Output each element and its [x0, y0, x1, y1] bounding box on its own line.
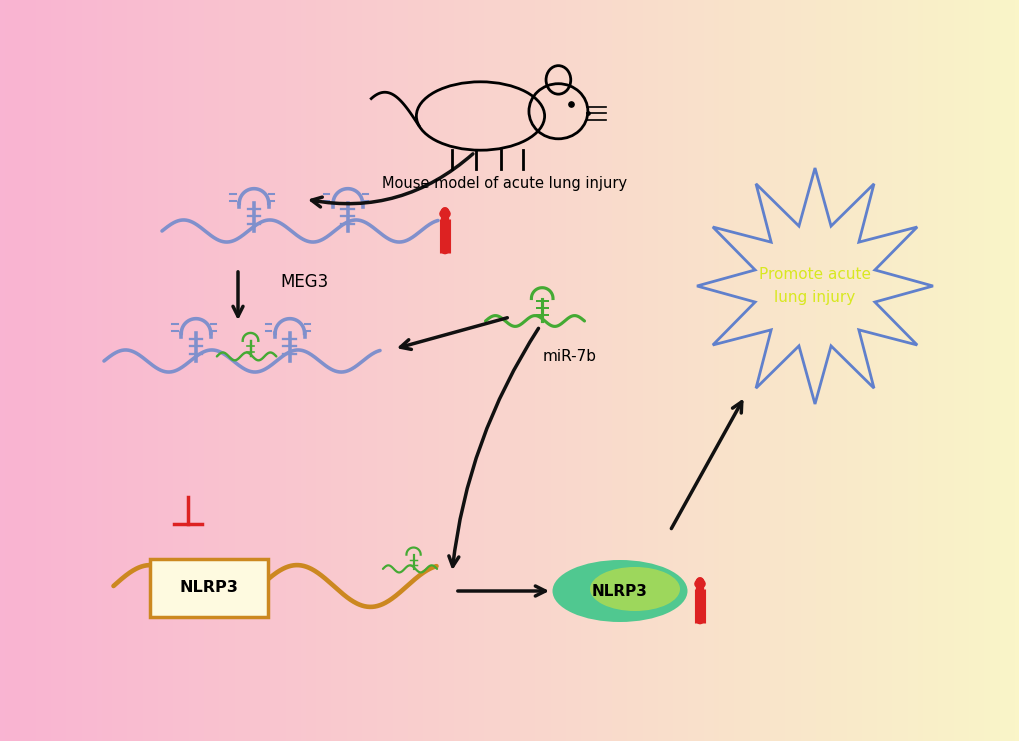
- Text: MEG3: MEG3: [280, 273, 329, 291]
- Text: NLRP3: NLRP3: [179, 580, 238, 595]
- Text: NLRP3: NLRP3: [591, 583, 647, 599]
- Text: miR-7b: miR-7b: [542, 349, 596, 364]
- Text: Mouse model of acute lung injury: Mouse model of acute lung injury: [382, 176, 627, 191]
- Ellipse shape: [589, 567, 680, 611]
- FancyBboxPatch shape: [150, 559, 268, 617]
- Ellipse shape: [552, 560, 687, 622]
- Text: Promote acute
lung injury: Promote acute lung injury: [758, 268, 870, 305]
